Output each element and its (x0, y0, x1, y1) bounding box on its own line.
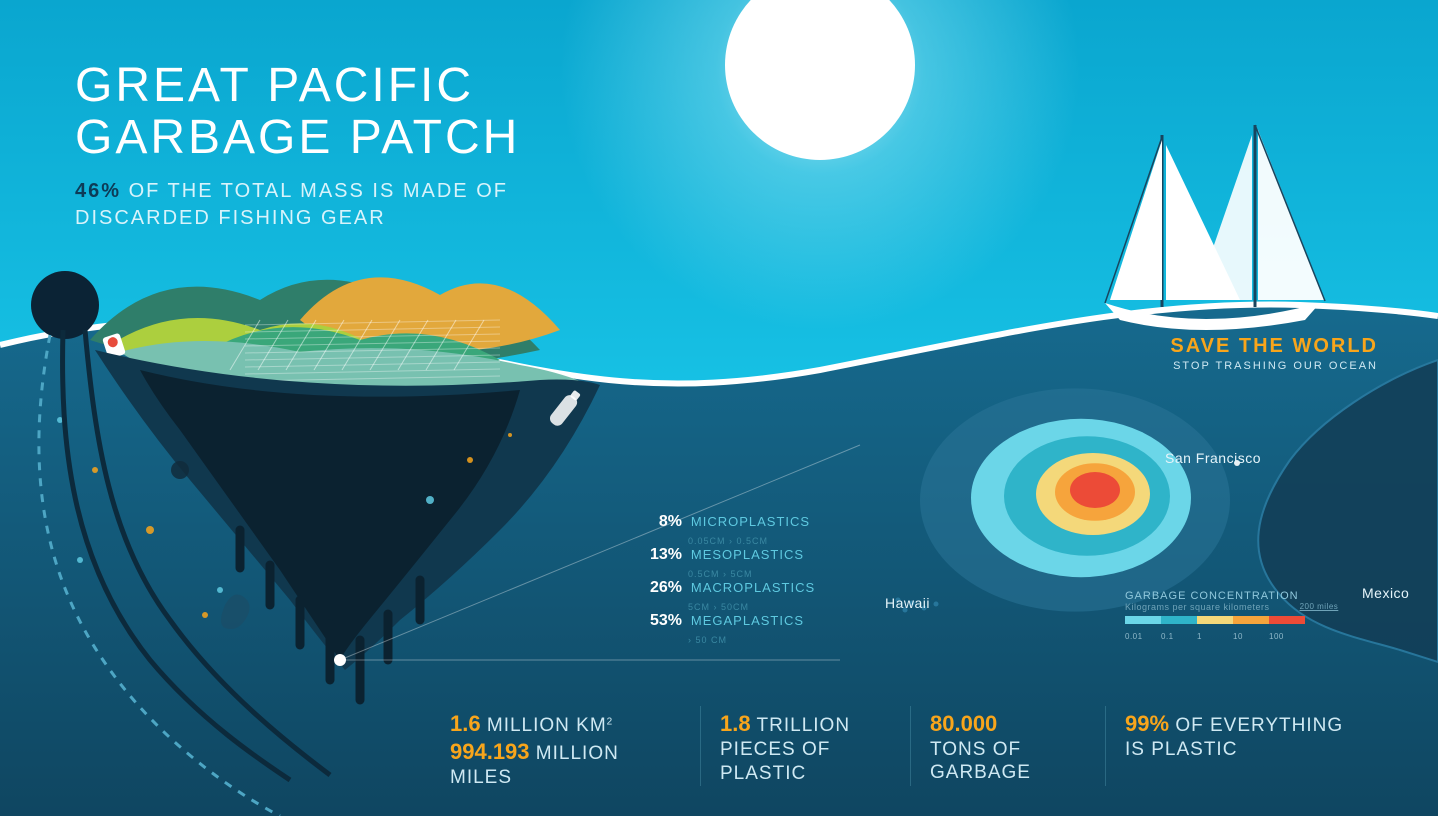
main-title: GREAT PACIFICGARBAGE PATCH (75, 60, 520, 164)
stat-divider (1105, 706, 1106, 786)
stat-plastic: 99% OF EVERYTHINGIS PLASTIC (1125, 710, 1343, 762)
stat-area: 1.6 MILLION KM2 994.193 MILLIONMILES (450, 710, 619, 789)
map-label: San Francisco (1165, 450, 1261, 466)
stat-divider (700, 706, 701, 786)
plastic-category: 13% MESOPLASTICS 0.5CM › 5CM (640, 546, 804, 582)
stat-pieces: 1.8 TRILLIONPIECES OFPLASTIC (720, 710, 850, 785)
cta-subtitle: STOP TRASHING OUR OCEAN (1170, 360, 1378, 372)
stat-divider (910, 706, 911, 786)
concentration-legend: GARBAGE CONCENTRATION Kilograms per squa… (1125, 590, 1338, 644)
subtitle: 46% OF THE TOTAL MASS IS MADE OFDISCARDE… (75, 178, 508, 232)
buoy (31, 271, 99, 339)
cta-block: SAVE THE WORLD STOP TRASHING OUR OCEAN (1170, 335, 1378, 372)
stat-tons: 80.000TONS OFGARBAGE (930, 710, 1031, 785)
map-label: Mexico (1362, 585, 1409, 601)
concentration-heatmap (920, 388, 1230, 611)
plastic-category: 26% MACROPLASTICS 5CM › 50CM (640, 579, 815, 615)
cta-title: SAVE THE WORLD (1170, 335, 1378, 358)
map-label: Hawaii (885, 595, 930, 611)
plastic-category: 53% MEGAPLASTICS › 50 CM (640, 612, 804, 648)
plastic-category: 8% MICROPLASTICS 0.05CM › 0.5CM (640, 513, 810, 549)
